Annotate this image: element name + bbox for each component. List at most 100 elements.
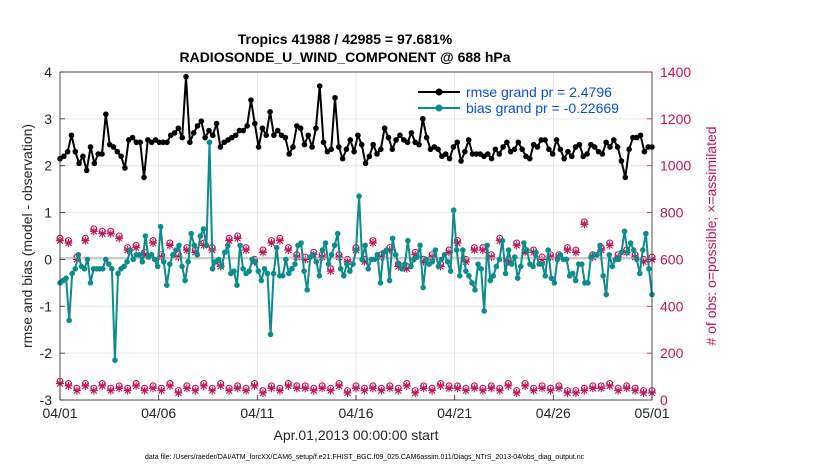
series-point-rmse <box>435 146 441 153</box>
series-point-bias <box>392 251 399 258</box>
series-point-bias <box>63 275 69 281</box>
series-point-bias <box>481 308 487 314</box>
series-point-bias <box>194 251 201 258</box>
series-point-bias <box>69 270 76 277</box>
x-axis-ticks: 04/01 04/06 04/11 04/16 04/21 04/26 05/01 <box>42 395 670 421</box>
series-point-bias <box>267 331 274 338</box>
obs-assimilated-marker <box>98 229 107 238</box>
series-point-bias <box>231 268 237 274</box>
y-right-axis-ticks: 0 200 400 600 800 1000 1200 1400 <box>647 64 691 408</box>
obs-assimilated-marker <box>132 243 141 252</box>
series-point-bias <box>402 261 408 267</box>
series-point-bias <box>273 244 280 251</box>
obs-assimilated-marker <box>360 386 369 395</box>
series-point-rmse <box>271 132 277 139</box>
obs-assimilated-marker <box>411 250 420 259</box>
obs-assimilated-marker <box>335 381 344 390</box>
series-point-bias <box>502 270 509 277</box>
x-tick-label: 04/26 <box>536 405 571 421</box>
series-point-bias <box>618 249 625 256</box>
obs-assimilated-marker <box>326 386 335 395</box>
series-point-bias <box>636 270 643 277</box>
series-point-bias <box>630 247 637 253</box>
legend-rmse-marker <box>435 88 443 96</box>
series-point-rmse <box>626 146 632 153</box>
series-point-rmse <box>519 146 525 153</box>
series-point-rmse <box>351 148 357 155</box>
series-point-bias <box>420 284 426 291</box>
y-tick-label: 1 <box>44 205 52 221</box>
y-tick-label: 3 <box>44 111 52 127</box>
series-point-bias <box>551 280 558 286</box>
series-point-bias <box>524 247 530 253</box>
series-point-bias <box>319 247 326 253</box>
series-point-rmse <box>546 146 552 153</box>
series-point-rmse <box>462 148 468 155</box>
series-point-bias <box>554 256 561 263</box>
obs-assimilated-marker <box>605 241 614 250</box>
series-point-bias <box>203 242 210 249</box>
series-point-rmse <box>313 125 319 132</box>
series-point-bias <box>371 256 378 263</box>
series-point-bias <box>557 251 564 258</box>
series-point-bias <box>472 287 478 293</box>
series-point-bias <box>310 251 317 258</box>
series-point-bias <box>255 268 262 274</box>
series-point-bias <box>340 273 347 279</box>
series-point-bias <box>621 228 628 235</box>
series-point-rmse <box>336 144 342 150</box>
series-point-bias <box>102 256 109 263</box>
series-point-bias <box>579 261 585 267</box>
chart-subtitle: RADIOSONDE_U_WIND_COMPONENT @ 688 hPa <box>179 49 510 65</box>
obs-assimilated-marker <box>571 248 580 257</box>
series-point-bias <box>252 258 259 265</box>
obs-assimilated-marker <box>174 388 183 397</box>
series-point-bias <box>225 242 231 249</box>
obs-assimilated-marker <box>554 384 563 393</box>
series-point-bias <box>414 254 420 260</box>
obs-assimilated-marker <box>225 236 234 245</box>
y-right-tick-label: 400 <box>660 298 684 314</box>
obs-assimilated-marker <box>81 236 90 245</box>
obs-assimilated-marker <box>461 257 470 266</box>
series-point-bias <box>627 240 634 246</box>
obs-assimilated-marker <box>445 248 454 257</box>
obs-assimilated-marker <box>360 257 369 266</box>
x-tick-label: 04/21 <box>437 405 472 421</box>
series-point-rmse <box>213 120 220 127</box>
series-point-bias <box>127 247 133 253</box>
obs-assimilated-marker <box>182 246 191 255</box>
series-point-rmse <box>263 132 270 139</box>
series-point-bias <box>221 249 228 256</box>
series-point-rmse <box>286 151 292 157</box>
series-point-bias <box>398 266 405 272</box>
y-tick-label: 0 <box>44 251 52 267</box>
series-point-bias <box>246 268 252 274</box>
obs-assimilated-marker <box>614 386 623 395</box>
obs-assimilated-marker <box>631 386 640 395</box>
series-point-bias <box>328 251 335 258</box>
series-point-rmse <box>175 125 182 132</box>
obs-assimilated-marker <box>115 234 124 243</box>
series-point-rmse <box>557 146 564 153</box>
obs-assimilated-marker <box>546 253 555 262</box>
y-tick-label: -2 <box>40 345 53 361</box>
series-point-bias <box>185 258 191 265</box>
series-point-rmse <box>244 123 250 129</box>
obs-assimilated-marker <box>445 384 454 393</box>
series-point-bias <box>640 247 646 253</box>
series-point-rmse <box>206 127 212 134</box>
series-point-rmse <box>339 155 346 162</box>
obs-assimilated-marker <box>385 246 394 255</box>
series-point-rmse <box>129 134 136 141</box>
obs-assimilated-marker <box>478 246 487 255</box>
series-point-rmse <box>500 144 506 150</box>
obs-assimilated-marker <box>529 386 538 395</box>
obs-assimilated-marker <box>512 241 521 250</box>
series-point-bias <box>316 273 323 279</box>
series-point-bias <box>600 273 606 279</box>
obs-assimilated-marker <box>580 386 589 395</box>
series-point-rmse <box>389 146 396 153</box>
obs-assimilated-marker <box>208 386 217 395</box>
